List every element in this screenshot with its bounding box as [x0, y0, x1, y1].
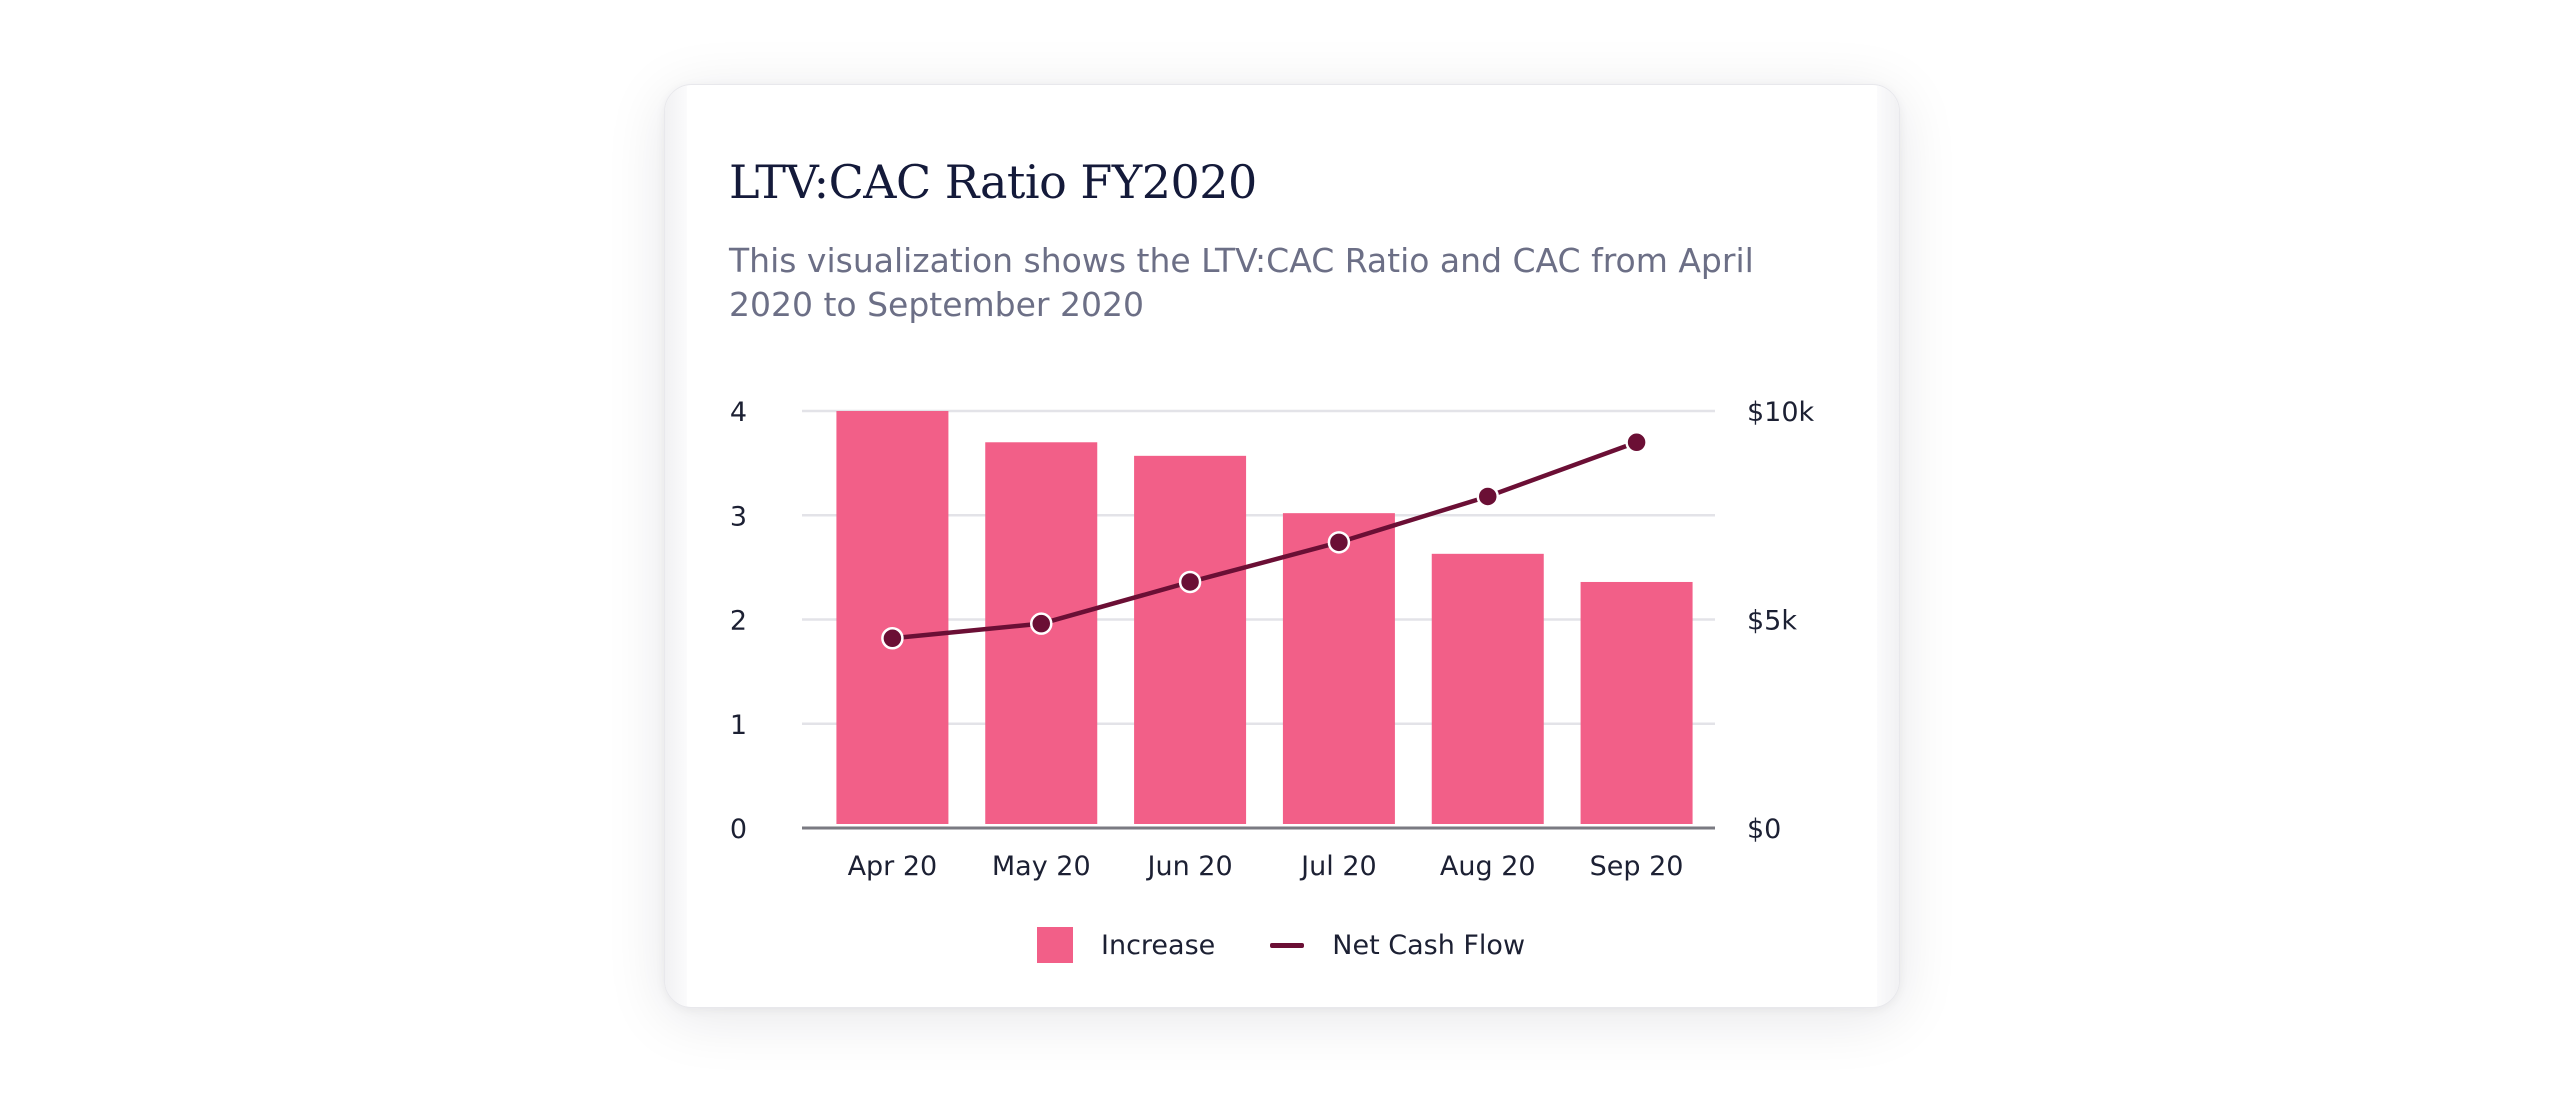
- legend-line-label: Net Cash Flow: [1332, 929, 1526, 961]
- bar: [1580, 581, 1693, 824]
- line-point: [881, 627, 904, 650]
- legend-line-swatch: [1270, 942, 1305, 948]
- legend-bar-swatch: [1037, 927, 1073, 963]
- line-point: [1476, 485, 1499, 508]
- chart-card: LTV:CAC Ratio FY2020 This visualization …: [664, 84, 1900, 1008]
- legend-bar-label: Increase: [1101, 929, 1216, 961]
- y-right-tick-label: $10k: [1747, 397, 1815, 428]
- x-tick-label: Aug 20: [1440, 851, 1536, 882]
- line-point: [1178, 570, 1202, 594]
- y-right-tick-label: $0: [1747, 814, 1781, 845]
- x-tick-label: May 20: [992, 851, 1091, 882]
- card-left-edge: [665, 85, 687, 1007]
- y-right-tick-label: $5k: [1747, 606, 1797, 637]
- x-tick-label: Jun 20: [1146, 851, 1233, 882]
- line-point: [1625, 431, 1648, 454]
- chart-plot: 0 1 2 3 4 $0 $5k $10k Apr 20 May 20 Jun 20 Jul 20 Au…: [730, 397, 1815, 882]
- x-tick-label: Sep 20: [1590, 851, 1684, 882]
- card-right-edge: [1877, 85, 1899, 1007]
- y-left-tick-label: 3: [730, 501, 747, 532]
- x-tick-label: Jul 20: [1299, 851, 1377, 882]
- y-left-tick-label: 0: [730, 814, 747, 845]
- legend-item-bar[interactable]: Increase: [1037, 927, 1215, 963]
- line-net-cash-flow: [892, 440, 1638, 641]
- line-point: [1030, 612, 1053, 635]
- x-tick-label: Apr 20: [848, 851, 938, 882]
- bar: [1282, 513, 1395, 824]
- line-point: [1327, 531, 1351, 554]
- chart-subtitle: This visualization shows the LTV:CAC Rat…: [729, 241, 1754, 324]
- chart-legend: Increase Net Cash Flow: [1037, 927, 1580, 963]
- bar: [836, 411, 949, 824]
- y-left-tick-label: 4: [730, 397, 747, 428]
- legend-item-line[interactable]: Net Cash Flow: [1270, 930, 1525, 961]
- chart-title: LTV:CAC Ratio FY2020: [729, 155, 1257, 209]
- bar: [1134, 455, 1247, 824]
- y-left-tick-label: 2: [730, 606, 747, 637]
- y-left-tick-label: 1: [730, 710, 747, 741]
- bar: [1431, 553, 1544, 824]
